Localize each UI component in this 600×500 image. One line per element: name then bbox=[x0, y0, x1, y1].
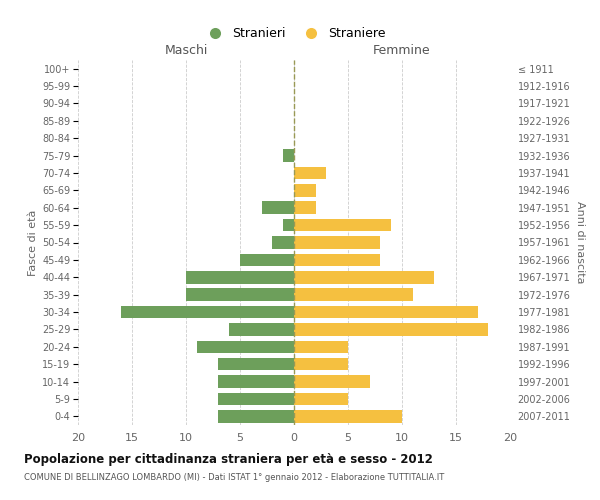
Bar bbox=[229, 323, 294, 336]
Bar bbox=[294, 376, 370, 388]
Bar bbox=[294, 166, 326, 179]
Bar bbox=[294, 323, 488, 336]
Bar bbox=[197, 340, 294, 353]
Legend: Stranieri, Straniere: Stranieri, Straniere bbox=[197, 22, 391, 46]
Bar bbox=[294, 202, 316, 214]
Bar bbox=[283, 150, 294, 162]
Y-axis label: Fasce di età: Fasce di età bbox=[28, 210, 38, 276]
Bar bbox=[240, 254, 294, 266]
Bar bbox=[294, 392, 348, 405]
Bar bbox=[186, 288, 294, 301]
Bar bbox=[218, 358, 294, 370]
Bar bbox=[294, 410, 402, 422]
Bar bbox=[294, 306, 478, 318]
Bar bbox=[294, 219, 391, 232]
Bar bbox=[272, 236, 294, 249]
Bar bbox=[121, 306, 294, 318]
Y-axis label: Anni di nascita: Anni di nascita bbox=[575, 201, 584, 284]
Bar bbox=[218, 376, 294, 388]
Text: COMUNE DI BELLINZAGO LOMBARDO (MI) - Dati ISTAT 1° gennaio 2012 - Elaborazione T: COMUNE DI BELLINZAGO LOMBARDO (MI) - Dat… bbox=[24, 472, 444, 482]
Text: Maschi: Maschi bbox=[164, 44, 208, 57]
Bar bbox=[294, 288, 413, 301]
Bar bbox=[294, 236, 380, 249]
Bar bbox=[294, 340, 348, 353]
Bar bbox=[294, 358, 348, 370]
Bar bbox=[294, 271, 434, 283]
Bar bbox=[294, 254, 380, 266]
Bar bbox=[262, 202, 294, 214]
Bar bbox=[186, 271, 294, 283]
Text: Popolazione per cittadinanza straniera per età e sesso - 2012: Popolazione per cittadinanza straniera p… bbox=[24, 452, 433, 466]
Bar bbox=[218, 392, 294, 405]
Bar bbox=[294, 184, 316, 196]
Bar bbox=[283, 219, 294, 232]
Text: Femmine: Femmine bbox=[373, 44, 431, 57]
Bar bbox=[218, 410, 294, 422]
